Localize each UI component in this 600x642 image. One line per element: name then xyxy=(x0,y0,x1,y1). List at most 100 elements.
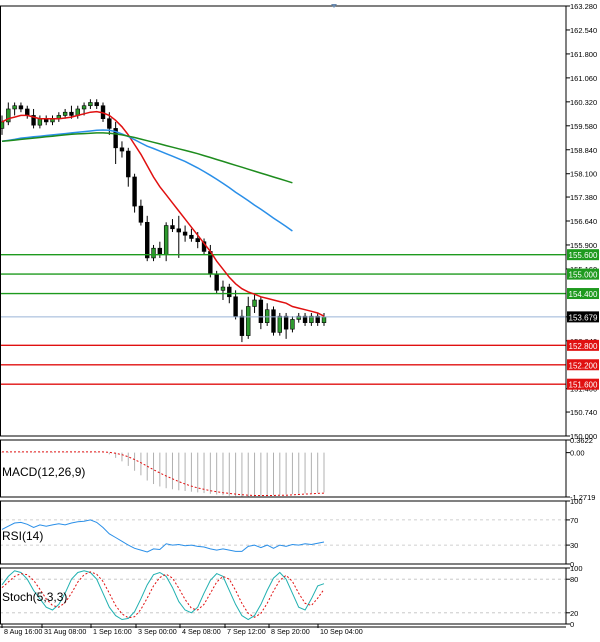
candle-down xyxy=(107,118,112,129)
price-tick-label: 158.840 xyxy=(570,146,597,155)
moving-average-fast xyxy=(1,110,325,317)
current-price-label: 153.679 xyxy=(569,313,598,322)
candle-down xyxy=(283,315,289,330)
candle-down xyxy=(315,315,320,323)
stoch-title: Stoch(5,3,3) xyxy=(2,590,67,604)
x-tick-label: 10 Sep 04:00 xyxy=(320,627,363,636)
candle-down xyxy=(170,225,175,230)
x-tick-label: 4 Sep 08:00 xyxy=(182,627,221,636)
resistance-level-label: 155.000 xyxy=(569,271,598,280)
support-level-label-bg xyxy=(567,378,599,390)
top-shift-marker xyxy=(331,4,337,8)
price-tick-label: 163.280 xyxy=(570,2,597,11)
candle-up xyxy=(163,225,169,255)
candle-up xyxy=(309,315,314,323)
macd-title: MACD(12,26,9) xyxy=(2,465,85,479)
stoch-d-line xyxy=(1,571,325,619)
moving-average-mid xyxy=(1,129,293,232)
price-tick-label: 161.800 xyxy=(570,50,597,59)
candle-down xyxy=(258,299,264,323)
price-tick-label: 158.100 xyxy=(570,170,597,179)
resistance-level-label: 154.400 xyxy=(569,290,598,299)
rsi-line xyxy=(1,519,325,553)
current-price-label-bg xyxy=(567,311,599,323)
macd-panel-frame xyxy=(0,439,567,498)
macd-signal-line xyxy=(2,451,325,496)
rsi-tick-label: 0 xyxy=(570,560,574,569)
rsi-panel-frame xyxy=(0,500,567,565)
price-tick-label: 155.900 xyxy=(570,241,597,250)
candle-down xyxy=(113,128,118,149)
candle-down xyxy=(25,108,30,116)
candle-down xyxy=(233,296,238,317)
candle-down xyxy=(138,205,144,223)
candle-up xyxy=(264,309,270,323)
resistance-level-label-bg xyxy=(567,288,599,300)
stoch-k-line xyxy=(1,570,325,621)
candle-down xyxy=(189,234,194,239)
stoch-tick-label: 20 xyxy=(570,609,578,618)
price-tick-label: 161.060 xyxy=(570,74,597,83)
candle-down xyxy=(69,111,74,116)
resistance-level-label-bg xyxy=(567,249,599,261)
x-tick-label: 8 Sep 20:00 xyxy=(271,627,310,636)
support-level-label: 152.800 xyxy=(569,342,598,351)
resistance-level-label-bg xyxy=(567,268,599,280)
x-tick-label: 1 Sep 16:00 xyxy=(93,627,132,636)
price-tick-label: 150.740 xyxy=(570,408,597,417)
candle-up xyxy=(37,118,43,126)
support-level-label: 152.200 xyxy=(569,361,598,370)
macd-tick-label: -1.2719 xyxy=(570,493,595,502)
candle-up xyxy=(88,102,93,107)
candle-down xyxy=(195,238,200,243)
x-tick-label: 8 Aug 16:00 xyxy=(4,627,42,636)
price-tick-label: 162.540 xyxy=(570,26,597,35)
candle-down xyxy=(126,150,131,178)
candle-up xyxy=(220,286,226,291)
price-tick-label: 150.000 xyxy=(570,432,597,441)
candle-up xyxy=(321,316,327,323)
candle-down xyxy=(227,286,232,298)
candle-down xyxy=(119,147,125,152)
rsi-tick-label: 70 xyxy=(570,516,578,525)
candle-down xyxy=(31,115,36,126)
candle-down xyxy=(214,273,219,291)
x-tick-label: 31 Aug 08:00 xyxy=(44,627,86,636)
resistance-level-label: 155.600 xyxy=(569,251,598,260)
candle-up xyxy=(12,105,17,110)
candle-down xyxy=(94,102,99,107)
candle-up xyxy=(62,111,68,116)
candle-up xyxy=(290,319,295,330)
macd-tick-label: 0.00 xyxy=(570,449,585,458)
x-tick-label: 3 Sep 00:00 xyxy=(138,627,177,636)
support-level-label-bg xyxy=(567,359,599,371)
stoch-tick-label: 100 xyxy=(570,564,583,573)
price-tick-label: 156.640 xyxy=(570,217,597,226)
candle-down xyxy=(302,315,308,323)
candle-down xyxy=(132,176,137,207)
candle-up xyxy=(296,315,301,320)
rsi-title: RSI(14) xyxy=(2,529,43,543)
candle-up xyxy=(252,299,257,307)
x-tick-label: 7 Sep 12:00 xyxy=(227,627,266,636)
macd-tick-label: 0.3622 xyxy=(570,436,593,445)
candle-down xyxy=(271,309,276,333)
stoch-panel-frame xyxy=(0,567,567,625)
candle-up xyxy=(151,247,156,259)
candle-down xyxy=(18,105,24,110)
price-tick-label: 159.580 xyxy=(570,122,597,131)
candle-up xyxy=(6,108,11,123)
moving-average-slow xyxy=(1,132,293,184)
candle-up xyxy=(277,315,282,333)
price-tick-label: 160.320 xyxy=(570,98,597,107)
candle-down xyxy=(182,231,188,236)
stoch-tick-label: 0 xyxy=(570,620,574,629)
candle-down xyxy=(157,247,163,255)
price-tick-label: 157.380 xyxy=(570,193,597,202)
stoch-tick-label: 80 xyxy=(570,575,578,584)
support-level-label-bg xyxy=(567,339,599,351)
candle-up xyxy=(246,306,251,336)
rsi-tick-label: 100 xyxy=(570,497,583,506)
candle-up xyxy=(81,105,87,110)
